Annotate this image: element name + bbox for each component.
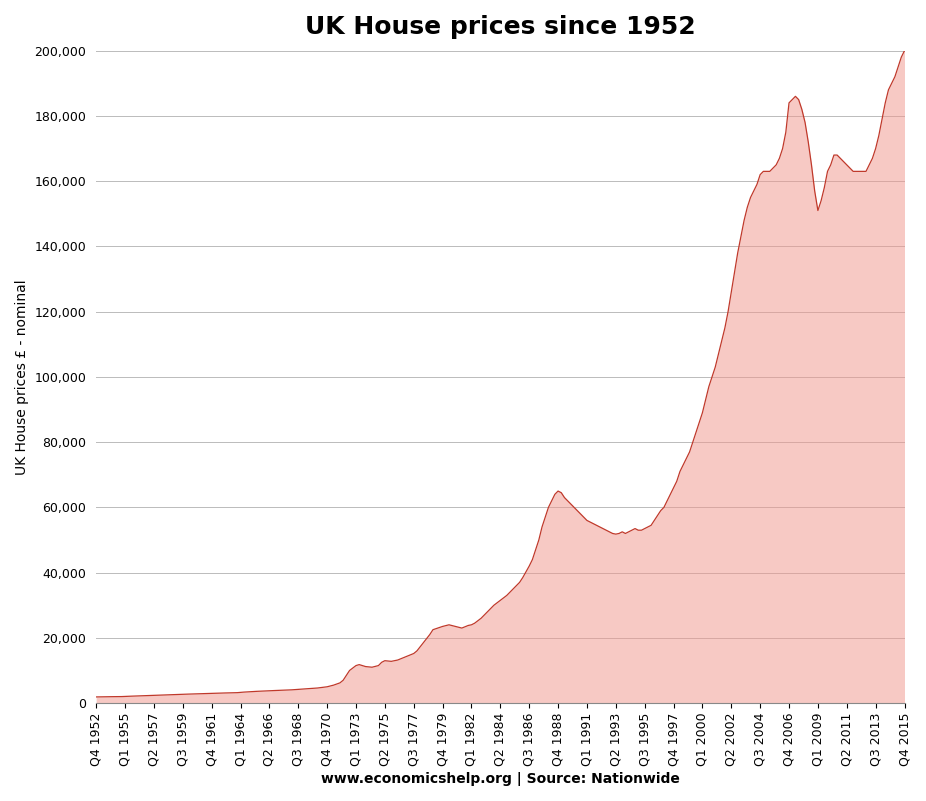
Y-axis label: UK House prices £ - nominal: UK House prices £ - nominal [15, 279, 29, 475]
X-axis label: www.economicshelp.org | Source: Nationwide: www.economicshelp.org | Source: Nationwi… [321, 772, 680, 786]
Title: UK House prices since 1952: UK House prices since 1952 [305, 15, 695, 39]
